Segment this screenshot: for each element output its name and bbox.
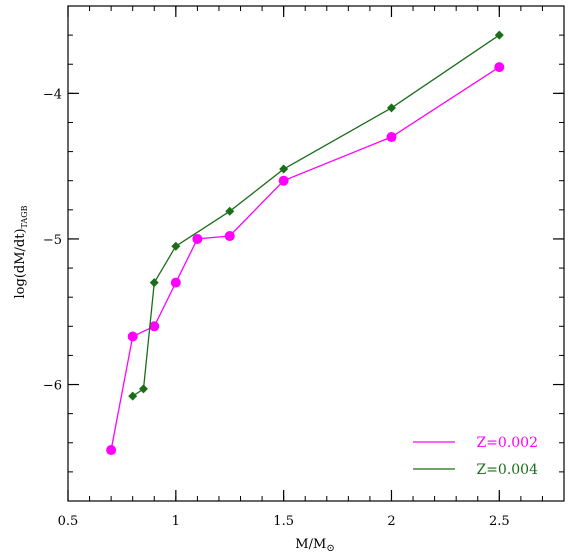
legend: Z=0.002 Z=0.004 xyxy=(413,435,538,478)
plot-frame xyxy=(67,5,565,502)
data-point-z-0-004 xyxy=(225,206,235,216)
x-tick-label: 0.5 xyxy=(58,514,79,529)
data-point-z-0-002 xyxy=(224,231,235,242)
data-point-z-0-004 xyxy=(138,384,148,394)
data-point-z-0-002 xyxy=(170,277,181,288)
data-point-z-0-004 xyxy=(171,241,181,251)
y-axis-label: log(dM/dt)TAGB xyxy=(13,205,29,298)
legend-label-z-0-004: Z=0.004 xyxy=(476,462,538,478)
y-tick-label: −4 xyxy=(43,87,62,102)
data-point-z-0-002 xyxy=(106,445,117,456)
data-point-z-0-004 xyxy=(494,30,504,40)
x-axis-label-sub: ⊙ xyxy=(326,543,334,554)
data-point-z-0-002 xyxy=(494,62,505,73)
ticks-group: 0.5 1 1.5 2 2.5 −6 −5 −4 xyxy=(43,5,565,529)
y-axis-label-sub: TAGB xyxy=(20,205,29,228)
data-point-z-0-002 xyxy=(127,331,138,342)
data-point-z-0-004 xyxy=(386,103,396,113)
x-tick-label: 1 xyxy=(172,514,180,529)
x-axis-label-main: M/M xyxy=(295,537,326,552)
series-line-z-0-002 xyxy=(110,66,500,451)
data-point-z-0-002 xyxy=(278,175,289,186)
y-axis-label-main: log(dM/dt) xyxy=(13,228,28,298)
data-point-z-0-002 xyxy=(149,321,160,332)
data-point-z-0-004 xyxy=(149,278,159,288)
series-line-z-0-004 xyxy=(132,34,500,397)
data-point-z-0-002 xyxy=(386,132,397,143)
x-axis-label: M/M⊙ xyxy=(295,537,334,554)
x-tick-label: 1.5 xyxy=(273,514,294,529)
x-tick-label: 2 xyxy=(387,514,395,529)
data-point-z-0-004 xyxy=(279,164,289,174)
y-tick-label: −6 xyxy=(43,379,62,394)
plot-frame-group xyxy=(67,5,565,502)
y-tick-label: −5 xyxy=(43,233,62,248)
series-group xyxy=(106,30,505,456)
data-point-z-0-002 xyxy=(192,233,203,244)
data-point-z-0-004 xyxy=(128,391,138,401)
x-tick-label: 2.5 xyxy=(489,514,510,529)
legend-label-z-0-002: Z=0.002 xyxy=(476,435,538,451)
